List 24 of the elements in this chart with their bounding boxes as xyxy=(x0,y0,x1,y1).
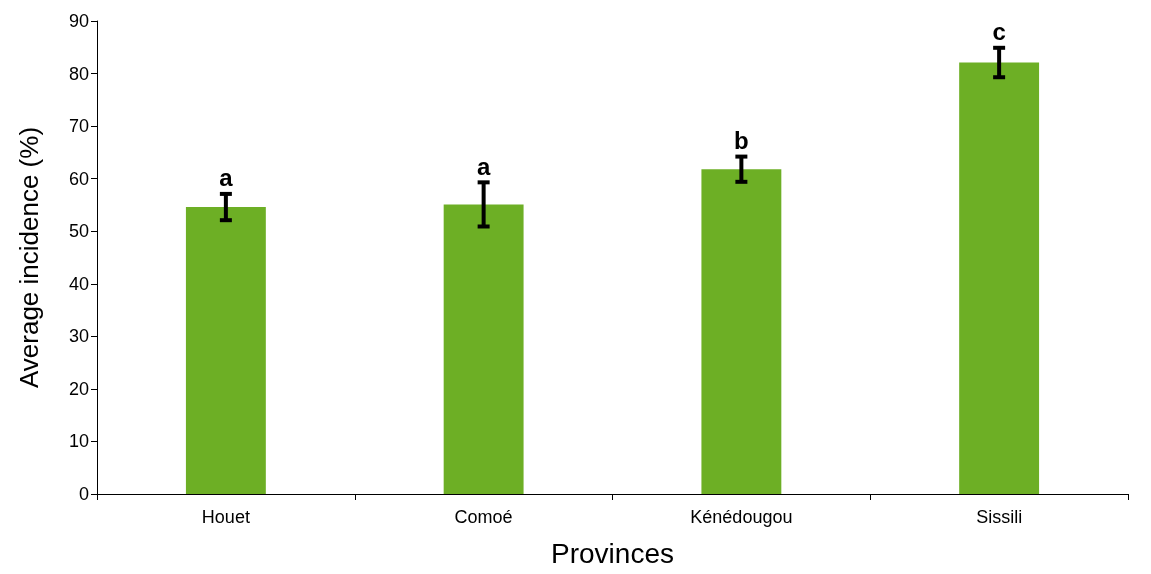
annotation: a xyxy=(476,152,491,180)
x-tick-label: Houet xyxy=(201,507,250,527)
annotation: b xyxy=(734,127,749,155)
bar xyxy=(443,204,524,494)
y-tick-label: 0 xyxy=(78,484,89,504)
x-axis-title: Provinces xyxy=(551,537,674,569)
y-tick-label: 10 xyxy=(68,431,89,452)
x-tick-label: Sissili xyxy=(976,507,1023,527)
y-tick-label: 30 xyxy=(68,326,89,347)
y-tick-label: 70 xyxy=(68,116,89,137)
annotation: c xyxy=(992,18,1006,46)
y-tick-label: 20 xyxy=(68,378,89,399)
y-tick-label: 40 xyxy=(68,273,89,294)
y-tick-label: 80 xyxy=(68,63,89,84)
y-axis-title: Average incidence (%) xyxy=(14,126,44,389)
y-tick-label: 50 xyxy=(68,221,89,242)
y-tick-label: 60 xyxy=(68,168,89,189)
bar xyxy=(701,169,782,494)
y-tick-label: 90 xyxy=(68,11,89,31)
bar xyxy=(185,207,266,494)
x-tick-label: Kénédougou xyxy=(690,507,793,527)
bar xyxy=(959,62,1040,494)
x-tick-label: Comoé xyxy=(454,507,513,527)
annotation: a xyxy=(219,164,234,192)
